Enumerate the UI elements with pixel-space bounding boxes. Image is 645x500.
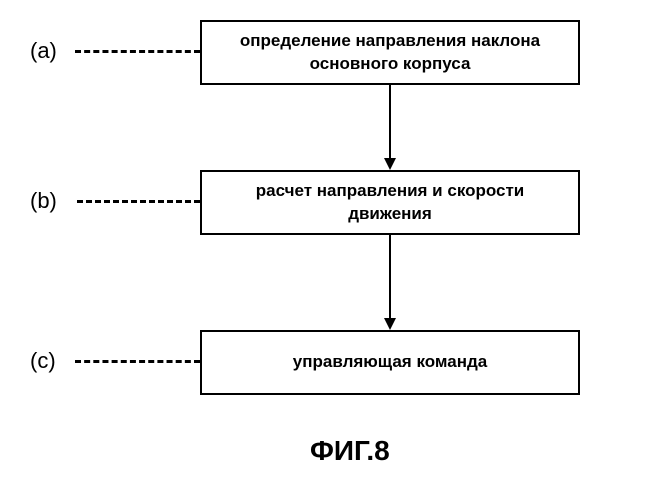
step-dash-a [75,50,200,53]
flowchart-canvas: (a) определение направления наклона осно… [0,0,645,500]
step-label-a: (a) [30,38,57,64]
step-box-c: управляющая команда [200,330,580,395]
figure-caption: ФИГ.8 [310,435,390,467]
arrow-b-to-c [384,235,396,330]
step-box-a: определение направления наклона основног… [200,20,580,85]
step-dash-b [77,200,200,203]
step-text-a: определение направления наклона основног… [214,30,566,74]
step-label-c: (c) [30,348,56,374]
step-text-c: управляющая команда [293,351,487,373]
step-text-b: расчет направления и скорости движения [214,180,566,224]
step-box-b: расчет направления и скорости движения [200,170,580,235]
arrow-a-to-b [384,85,396,170]
step-label-b: (b) [30,188,57,214]
step-dash-c [75,360,200,363]
